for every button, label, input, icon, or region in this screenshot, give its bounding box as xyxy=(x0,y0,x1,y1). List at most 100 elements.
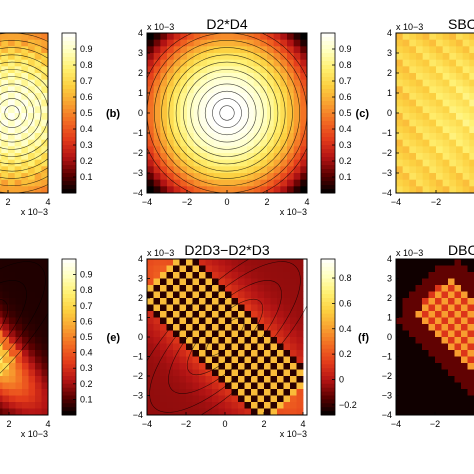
heatmap-cell xyxy=(415,343,423,351)
heatmap-cell xyxy=(233,39,241,47)
heatmap-cell xyxy=(247,73,255,81)
heatmap-cell xyxy=(28,324,36,331)
heatmap-cell xyxy=(244,337,252,344)
heatmap-cell xyxy=(160,119,168,127)
heatmap-cell xyxy=(212,272,219,279)
heatmap-cell xyxy=(225,324,232,331)
heatmap-cell xyxy=(153,304,161,312)
heatmap-cell xyxy=(34,33,42,41)
heatmap-cell xyxy=(173,106,181,114)
heatmap-cell xyxy=(253,79,261,87)
heatmap-cell xyxy=(9,259,16,266)
heatmap-cell xyxy=(186,363,193,370)
heatmap-cell xyxy=(287,79,295,87)
heatmap-cell xyxy=(14,79,22,87)
heatmap-cell xyxy=(193,53,201,61)
heatmap-cell xyxy=(469,73,474,81)
heatmap-cell xyxy=(293,66,301,74)
heatmap-cell xyxy=(173,166,181,174)
heatmap-cell xyxy=(2,317,10,325)
heatmap-cell xyxy=(422,265,429,273)
colorbar-swatch xyxy=(62,262,76,268)
heatmap-cell xyxy=(462,33,470,41)
heatmap-cell xyxy=(166,363,174,370)
heatmap-cell xyxy=(218,382,226,390)
heatmap-cell xyxy=(422,79,430,87)
heatmap-cell xyxy=(160,356,167,364)
heatmap-cell xyxy=(147,291,154,299)
heatmap-cell xyxy=(173,153,181,161)
heatmap-cell xyxy=(220,79,228,87)
colorbar-tick-label: 0.1 xyxy=(80,394,93,404)
heatmap-cell xyxy=(435,259,442,266)
colorbar-swatch xyxy=(321,411,335,416)
heatmap-cell xyxy=(21,173,29,181)
heatmap-cell xyxy=(456,106,464,114)
heatmap-cell xyxy=(415,265,423,273)
heatmap-cell xyxy=(283,389,291,396)
heatmap-cell xyxy=(207,166,215,174)
heatmap-cell xyxy=(0,46,2,54)
heatmap-cell xyxy=(28,298,36,305)
heatmap-cell xyxy=(200,106,208,114)
heatmap-cell xyxy=(153,119,161,127)
heatmap-cell xyxy=(461,278,468,286)
colorbar-tick-label: 0.8 xyxy=(80,285,93,295)
colorbar-swatch xyxy=(321,259,335,264)
heatmap-cell xyxy=(435,408,442,415)
heatmap-cell xyxy=(467,376,474,383)
axes-frame xyxy=(0,258,49,416)
heatmap-cell xyxy=(238,337,245,344)
y-tick-label: 2 xyxy=(387,293,392,303)
heatmap-cell xyxy=(396,126,404,134)
colorbar-swatch xyxy=(321,403,335,408)
heatmap-cell xyxy=(238,402,245,409)
heatmap-cell xyxy=(462,173,470,181)
colorbar-swatch xyxy=(321,129,335,134)
heatmap-cell xyxy=(225,304,232,312)
heatmap-cell xyxy=(454,337,462,344)
heatmap-cell xyxy=(41,146,48,154)
heatmap-cell xyxy=(21,86,29,94)
heatmap-cell xyxy=(147,376,154,383)
heatmap-cell xyxy=(300,66,307,74)
heatmap-cell xyxy=(231,382,239,390)
heatmap-cell xyxy=(251,408,258,415)
heatmap-cell xyxy=(264,311,271,318)
colorbar-swatch xyxy=(62,348,76,354)
panel-title: SBC xyxy=(448,16,474,32)
heatmap-cell xyxy=(192,395,200,403)
heatmap-cell xyxy=(180,99,188,107)
heatmap-cell xyxy=(396,33,404,41)
heatmap-cell xyxy=(247,66,255,74)
heatmap-cell xyxy=(192,298,200,305)
heatmap-cell xyxy=(290,291,297,299)
colorbar-swatch xyxy=(62,153,76,158)
contour-line xyxy=(197,83,257,143)
heatmap-cell xyxy=(409,402,416,409)
heatmap-cell xyxy=(280,139,288,147)
heatmap-cell xyxy=(28,106,36,114)
heatmap-cell xyxy=(454,285,462,292)
heatmap-cell xyxy=(173,317,180,325)
heatmap-cell xyxy=(240,119,248,127)
heatmap-cell xyxy=(218,278,226,286)
heatmap-cell xyxy=(415,369,423,377)
heatmap-cell xyxy=(467,298,474,305)
heatmap-cell xyxy=(441,304,449,312)
heatmap-cell xyxy=(290,311,297,318)
heatmap-cell xyxy=(153,278,161,286)
heatmap-cell xyxy=(193,46,201,54)
heatmap-cell xyxy=(402,298,410,305)
heatmap-cell xyxy=(240,59,248,67)
heatmap-cell xyxy=(257,343,265,351)
heatmap-cell xyxy=(240,106,248,114)
heatmap-cell xyxy=(186,402,193,409)
colorbar-tick-label: 0.4 xyxy=(80,124,93,134)
colorbar-a: 0.90.80.70.60.50.40.30.20.1 xyxy=(61,32,93,194)
heatmap-cell xyxy=(199,317,206,325)
heatmap-cell xyxy=(461,382,468,390)
heatmap-cell xyxy=(1,39,9,47)
colorbar-tick-label: 0.8 xyxy=(339,273,352,283)
heatmap-cell xyxy=(396,298,403,305)
